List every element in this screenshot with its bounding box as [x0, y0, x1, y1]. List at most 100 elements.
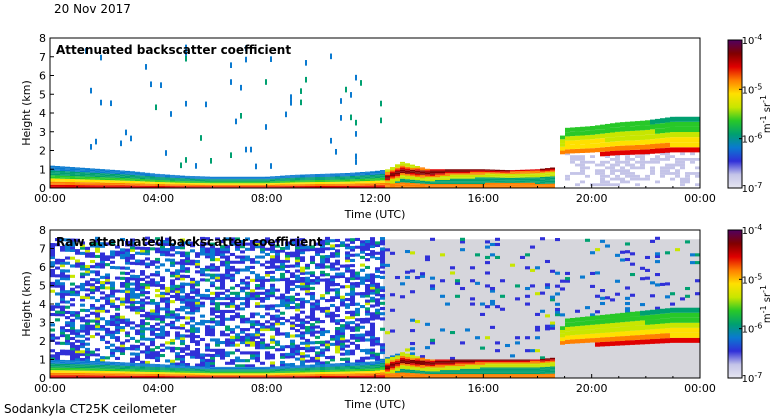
- heatmap-cell: [465, 360, 470, 363]
- heatmap-cell: [345, 310, 350, 315]
- heatmap-cell: [430, 173, 435, 175]
- heatmap-cell: [135, 181, 140, 183]
- heatmap-cell: [200, 367, 205, 369]
- heatmap-cell: [315, 302, 320, 306]
- heatmap-cell: [240, 320, 245, 324]
- heatmap-cell: [295, 308, 300, 312]
- heatmap-cell: [65, 238, 70, 242]
- heatmap-cell: [440, 175, 445, 178]
- heatmap-cell: [215, 309, 220, 314]
- heatmap-cell: [130, 178, 135, 180]
- heatmap-cell: [335, 282, 340, 287]
- heatmap-cell: [320, 179, 325, 181]
- heatmap-cell: [345, 256, 350, 260]
- heatmap-cell: [295, 376, 300, 378]
- heatmap-cell: [110, 186, 115, 188]
- heatmap-cell: [270, 184, 275, 186]
- heatmap-cell: [150, 317, 155, 321]
- heatmap-cell: [620, 160, 625, 164]
- heatmap-cell: [210, 361, 215, 365]
- heatmap-cell: [195, 176, 200, 178]
- heatmap-cell: [380, 312, 385, 316]
- heatmap-cell: [175, 178, 180, 180]
- heatmap-cell: [310, 248, 315, 252]
- heatmap-cell: [130, 357, 135, 361]
- heatmap-cell: [95, 309, 100, 313]
- heatmap-cell: [265, 376, 270, 378]
- heatmap-cell: [320, 367, 325, 369]
- heatmap-cell: [465, 179, 470, 182]
- heatmap-cell: [280, 371, 285, 373]
- heatmap-cell: [170, 367, 175, 369]
- heatmap-cell: [470, 372, 475, 375]
- heatmap-cell: [215, 286, 220, 290]
- heatmap-cell: [365, 373, 370, 375]
- heatmap-cell: [220, 320, 225, 324]
- heatmap-cell: [140, 375, 145, 377]
- heatmap-cell: [530, 169, 535, 171]
- heatmap-cell: [165, 369, 170, 371]
- heatmap-cell: [315, 307, 320, 311]
- heatmap-cell: [510, 171, 515, 173]
- heatmap-cell: [590, 183, 595, 187]
- heatmap-cell: [165, 330, 170, 335]
- heatmap-cell: [115, 171, 120, 173]
- heatmap-cell: [60, 310, 65, 314]
- heatmap-cell: [275, 249, 280, 253]
- heatmap-cell: [235, 179, 240, 181]
- heatmap-cell: [215, 177, 220, 179]
- heatmap-cell: [535, 173, 540, 175]
- heatmap-cell: [640, 160, 645, 164]
- heatmap-cell: [195, 288, 200, 292]
- heatmap-cell: [385, 170, 390, 173]
- heatmap-cell: [355, 336, 360, 340]
- heatmap-cell: [370, 178, 375, 180]
- heatmap-cell: [250, 183, 255, 185]
- heatmap-cell: [175, 175, 180, 177]
- heatmap-cell: [390, 176, 395, 178]
- heatmap-cell: [375, 241, 380, 245]
- heatmap-cell: [260, 183, 265, 185]
- heatmap-cell: [280, 376, 285, 378]
- heatmap-cell: [475, 366, 480, 368]
- heatmap-cell: [405, 374, 410, 377]
- heatmap-cell: [350, 185, 355, 187]
- heatmap-cell: [165, 375, 170, 377]
- heatmap-cell: [235, 338, 240, 342]
- heatmap-cell: [120, 173, 125, 175]
- heatmap-cell: [420, 167, 425, 169]
- heatmap-cell: [150, 343, 155, 347]
- heatmap-cell: [520, 178, 525, 181]
- heatmap-cell: [220, 353, 225, 358]
- heatmap-cell: [375, 352, 380, 356]
- heatmap-cell: [280, 185, 285, 187]
- heatmap-cell: [360, 349, 365, 353]
- heatmap-cell: [480, 183, 485, 186]
- heatmap-cell: [460, 368, 465, 371]
- heatmap-cell: [135, 280, 140, 284]
- heatmap-cell: [175, 176, 180, 178]
- heatmap-cell: [420, 170, 425, 172]
- heatmap-cell: [430, 367, 435, 369]
- heatmap-cell: [185, 256, 190, 260]
- heatmap-cell: [400, 282, 405, 286]
- heatmap-cell: [65, 171, 70, 173]
- heatmap-cell: [195, 283, 200, 287]
- heatmap-cell: [150, 312, 155, 316]
- heatmap-cell: [340, 364, 345, 366]
- heatmap-cell: [215, 296, 220, 301]
- heatmap-cell: [205, 288, 210, 293]
- heatmap-cell: [195, 366, 200, 367]
- heatmap-cell: [260, 338, 265, 342]
- heatmap-cell: [200, 135, 202, 141]
- heatmap-cell: [75, 313, 80, 317]
- heatmap-cell: [515, 181, 520, 183]
- heatmap-cell: [110, 368, 115, 370]
- heatmap-cell: [235, 335, 240, 339]
- heatmap-cell: [460, 240, 465, 244]
- heatmap-cell: [535, 183, 540, 186]
- heatmap-cell: [70, 364, 75, 366]
- heatmap-cell: [250, 278, 255, 282]
- heatmap-cell: [240, 268, 245, 272]
- heatmap-cell: [485, 176, 490, 178]
